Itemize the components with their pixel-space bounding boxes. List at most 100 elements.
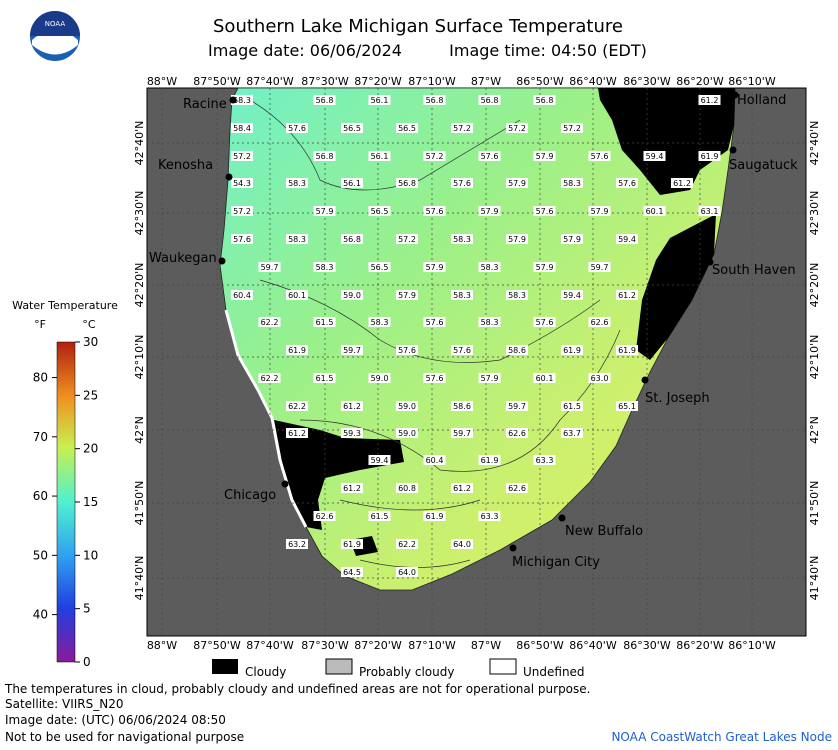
label-bg (341, 567, 363, 577)
temperature-label: 57.2 (453, 124, 471, 133)
temperature-label: 56.8 (481, 96, 499, 105)
temperature-label: 56.1 (371, 96, 389, 105)
label-bg (231, 151, 253, 161)
temperature-label: 62.6 (591, 318, 609, 327)
label-bg (368, 455, 391, 465)
label-bg (341, 539, 363, 549)
x-label: 86°20'W (676, 75, 724, 88)
temperature-label: 57.2 (563, 124, 581, 133)
c-tick-label: 10 (83, 548, 98, 562)
temperature-label: 60.1 (288, 291, 306, 300)
label-bg (313, 262, 336, 272)
cloud (598, 88, 735, 195)
label-bg (286, 178, 308, 188)
x-label: 87°W (471, 75, 501, 88)
label-bg (286, 428, 308, 438)
temperature-label: 57.9 (481, 207, 499, 216)
label-bg (506, 345, 528, 355)
label-bg (396, 345, 418, 355)
place-dot (225, 173, 233, 181)
label-bg (368, 262, 391, 272)
label-bg (231, 206, 253, 216)
temperature-label: 61.9 (701, 152, 719, 161)
label-bg (533, 455, 556, 465)
temperature-label: 58.3 (288, 235, 306, 244)
colorbar-unit-f: °F (34, 318, 46, 331)
label-bg (451, 234, 473, 244)
label-bg (533, 206, 556, 216)
label-bg (423, 317, 446, 327)
temperature-label: 56.8 (536, 96, 554, 105)
place-dot (558, 514, 566, 522)
legend-swatch-undefined (489, 658, 517, 675)
place-name: Saugatuck (729, 158, 798, 173)
y-label: 42°10'N (808, 335, 821, 380)
place-name: Racine (183, 97, 227, 112)
temperature-label: 61.9 (618, 346, 636, 355)
x-label: 86°40'W (569, 75, 617, 88)
temperature-label: 62.6 (316, 512, 334, 521)
place-dot (509, 544, 517, 552)
noaa-logo: NOAA (30, 11, 80, 61)
temperature-label: 57.6 (453, 179, 471, 188)
label-bg (451, 178, 473, 188)
label-bg (451, 345, 473, 355)
label-bg (506, 178, 528, 188)
label-bg (396, 401, 418, 411)
label-bg (561, 345, 583, 355)
image-time: Image time: 04:50 (EDT) (449, 41, 647, 60)
x-label: 87°30'W (301, 75, 349, 88)
temperature-label: 57.6 (426, 318, 444, 327)
label-bg (396, 428, 418, 438)
cloud (274, 420, 404, 530)
temperature-label: 57.6 (536, 207, 554, 216)
place-dot (218, 257, 226, 265)
temperature-label: 57.9 (316, 207, 334, 216)
temperature-label: 56.1 (371, 152, 389, 161)
x-label: 87°40'W (246, 75, 294, 88)
temperature-label: 59.0 (371, 374, 389, 383)
temperature-label: 58.3 (371, 318, 389, 327)
temperature-label: 61.5 (371, 512, 389, 521)
x-label: 86°30'W (623, 639, 671, 652)
label-bg (231, 178, 253, 188)
temperature-label: 58.3 (563, 179, 581, 188)
label-bg (423, 262, 446, 272)
place-name: Waukegan (149, 251, 217, 266)
y-label: 42°N (133, 416, 146, 444)
label-bg (396, 123, 418, 133)
temperature-label: 61.2 (673, 179, 691, 188)
label-bg (588, 151, 611, 161)
cloud (636, 214, 716, 360)
label-bg (231, 123, 253, 133)
temperature-label: 59.7 (261, 263, 279, 272)
temperature-label: 59.7 (343, 346, 361, 355)
label-bg (396, 483, 418, 493)
temperature-label: 57.6 (481, 152, 499, 161)
temperature-label: 57.6 (426, 207, 444, 216)
y-label: 42°20'N (133, 263, 146, 308)
temperature-label: 61.9 (563, 346, 581, 355)
label-bg (698, 206, 721, 216)
label-bg (286, 401, 308, 411)
temperature-label: 63.3 (481, 512, 499, 521)
label-bg (313, 317, 336, 327)
label-bg (643, 206, 666, 216)
label-bg (368, 151, 391, 161)
temperature-label: 56.8 (316, 152, 334, 161)
temperature-label: 60.4 (426, 456, 444, 465)
x-label: 86°30'W (623, 75, 671, 88)
x-label: 88°W (147, 75, 177, 88)
temperature-label: 56.5 (371, 207, 389, 216)
temperature-label: 62.2 (261, 318, 279, 327)
place-dot (281, 480, 289, 488)
legend-swatch-probably-cloudy (325, 658, 353, 675)
temperature-label: 57.6 (453, 346, 471, 355)
temperature-label: 58.3 (453, 291, 471, 300)
label-bg (588, 262, 611, 272)
contour (249, 99, 621, 568)
x-label: 87°20'W (354, 639, 402, 652)
temperature-label: 59.4 (371, 456, 389, 465)
label-bg (313, 151, 336, 161)
